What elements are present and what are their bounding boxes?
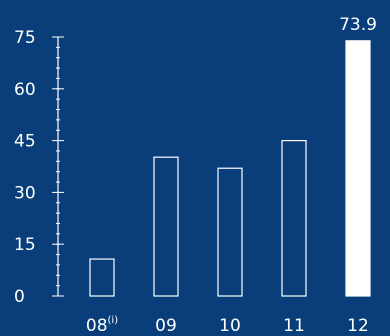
y-tick-label: 0 — [14, 287, 25, 307]
bar-09 — [153, 156, 179, 297]
x-tick-label-text: 12 — [347, 316, 369, 336]
data-labels: 73.9 — [339, 15, 377, 35]
x-tick-label-text: 09 — [155, 316, 177, 336]
x-tick-footnote: (i) — [108, 315, 119, 326]
y-axis: 0 15 30 45 60 75 — [14, 28, 64, 307]
bar-10 — [217, 167, 243, 297]
x-axis-labels: 08(i) 09 10 11 12 — [86, 315, 369, 336]
x-tick-label-text: 08 — [86, 316, 108, 336]
bar-12 — [345, 40, 371, 297]
x-tick-label-10: 10 — [219, 316, 241, 336]
y-tick-label: 75 — [14, 28, 36, 48]
bar-08 — [89, 258, 115, 297]
y-tick-label: 45 — [14, 132, 36, 152]
y-tick-label: 30 — [14, 183, 36, 203]
y-tick-label: 15 — [14, 235, 36, 255]
y-tick-label: 60 — [14, 80, 36, 100]
data-label-12: 73.9 — [339, 15, 377, 35]
x-tick-label-12: 12 — [347, 316, 369, 336]
x-tick-label-11: 11 — [283, 316, 305, 336]
x-tick-label-09: 09 — [155, 316, 177, 336]
bar-11 — [281, 140, 307, 297]
x-tick-label-text: 10 — [219, 316, 241, 336]
bars — [89, 40, 371, 297]
x-tick-label-text: 11 — [283, 316, 305, 336]
x-tick-label-08: 08(i) — [86, 315, 118, 336]
